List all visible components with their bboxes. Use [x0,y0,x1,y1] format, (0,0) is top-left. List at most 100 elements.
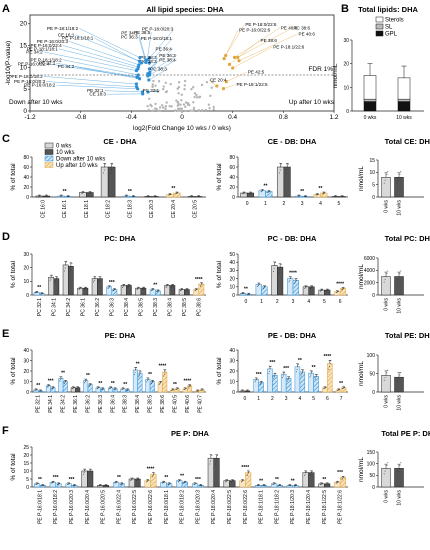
sample-dot [247,473,249,475]
sample-dot [93,279,95,281]
panel-title: PE P: DHA [171,429,210,438]
y-tick-label: 20 [23,369,29,375]
sample-dot [84,381,86,383]
sample-dot [146,196,148,198]
category-label: PE P-16:0/20:4 [85,490,91,524]
significance-stars: ** [291,478,295,484]
sample-dot [295,281,296,283]
sample-dot [67,483,69,485]
sample-dot [290,278,291,280]
sample-dot [281,163,283,165]
sample-dot [88,192,90,194]
volcano-point-ns [207,103,211,106]
b-ytick-label: 10 [343,85,349,91]
bar-0wks [258,190,266,198]
sample-dot [85,287,87,289]
sample-dot [289,376,291,378]
significance-stars: **** [289,271,297,277]
bar-0wks [120,285,127,296]
sample-dot [61,195,62,197]
sample-dot [268,191,269,193]
sample-dot [128,285,129,287]
panel-d-total: Total PC: DHA nmol/mL 0 2000 4000 6000 0 wks 10… [358,234,430,314]
sample-dot [169,194,170,196]
volcano-species-label: PE P-16:0/22:6 [239,28,271,33]
sample-dot [101,388,103,390]
sample-dot [101,389,102,390]
sample-dot [136,289,138,290]
volcano-point-ns [209,94,212,98]
category-label: PE 40:5 [172,395,178,413]
volcano-point-ns [195,93,198,97]
sample-dot [44,195,46,197]
category-label: 0 wks [384,200,390,213]
sample-dot [217,454,219,456]
sample-dot [138,287,139,289]
sample-dot [184,481,186,483]
category-label: 4 [319,201,322,207]
volcano-point-ns [154,84,157,87]
sample-dot [80,287,81,289]
panel-title: Total PC: DHA [385,234,430,243]
sample-dot [227,479,229,481]
bar-10wks [140,287,147,296]
panel-c-db: CE - DB: DHA % of total 0 20 40 60 80 0 ** 1 2 ** 3 *… [216,137,348,207]
category-label: PC 38:3 [153,298,159,316]
sample-dot [49,280,51,282]
b-bar-sl [397,98,411,102]
volcano-leader-line [147,61,158,76]
volcano-leader-line [229,40,260,65]
sample-dot [185,290,187,292]
sample-dot [273,378,275,380]
sample-dot [225,480,227,482]
volcano-point-blue [141,92,145,96]
significance-stars: ** [264,184,268,190]
sample-dot [109,286,110,288]
panel-f-total: Total PE P: DHA nmol/mL 0 50 100 150 0 wks 10 w… [358,429,430,506]
sample-dot [100,276,102,278]
sample-dot [160,381,162,383]
sample-dot [249,192,251,194]
sample-dot [37,195,39,197]
sample-dot [134,371,136,373]
volcano-species-label: PE 32:1 [87,88,104,93]
bar-10wks [299,371,306,393]
significance-stars: ** [98,381,102,387]
y-tick-label: 0 [232,390,235,396]
b-bar-gpl [397,101,411,112]
sample-dot [241,390,243,392]
sample-dot [310,374,312,376]
volcano-point-ns [162,106,165,109]
sample-dot [64,270,66,272]
category-label: PE P-16:0/20:5 [101,490,107,524]
sample-dot [190,196,192,197]
volcano-point-orange [231,66,235,70]
sample-dot [342,196,343,197]
volcano-point-ns [193,95,196,99]
sample-dot [262,190,263,191]
sample-dot [186,289,187,291]
bar-10wks [213,457,220,488]
volcano-point-ns [208,107,211,110]
sample-dot [120,483,122,485]
volcano-point-ns [197,109,201,112]
sample-dot [200,284,202,286]
category-label: CE 20:3 [149,200,155,218]
volcano-point-ns [161,87,165,91]
sample-dot [280,484,282,486]
volcano-point-ns [192,101,195,104]
sample-dot [56,278,58,280]
sample-dot [66,196,68,198]
bar-0wks [144,480,151,488]
volcano-leader-line [147,57,158,74]
sample-dot [322,483,323,484]
sample-dot [58,483,60,485]
sample-dot [99,279,100,281]
sample-dot [126,195,128,197]
legend-swatch-sl [375,23,384,30]
category-label: PE 36:3 [98,395,104,413]
sample-dot [49,384,50,386]
category-label: 0 [244,299,247,305]
bar-total [381,177,391,198]
volcano-point-orange [222,56,226,61]
